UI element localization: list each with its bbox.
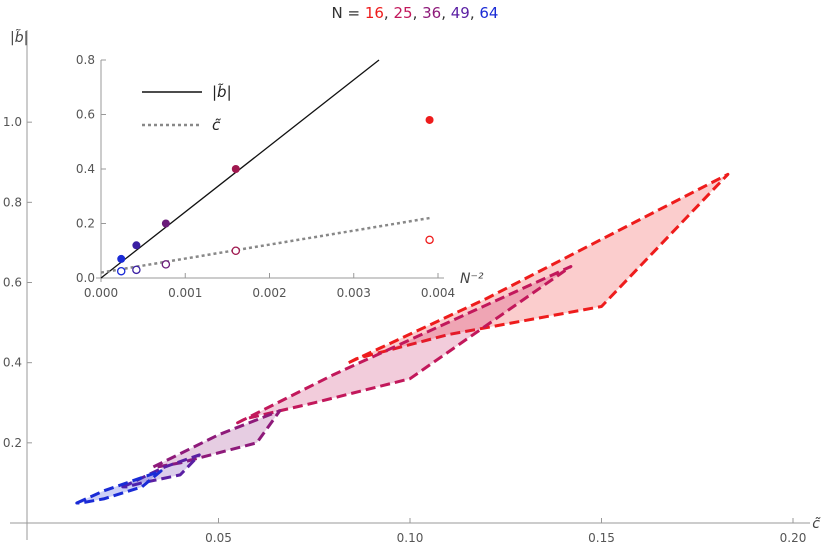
title-prefix: N = [332, 4, 365, 22]
inset-point-c-n16 [425, 235, 434, 245]
title-part: 16 [365, 4, 384, 22]
title-part: , [441, 4, 451, 22]
main-x-tick-label: 0.10 [397, 531, 424, 545]
legend-label-c: c̃ [212, 116, 221, 134]
main-x-tick-label: 0.05 [205, 531, 232, 545]
inset-point-b-n25 [231, 165, 240, 173]
main-y-tick-label: 0.4 [3, 356, 22, 370]
inset-points [116, 115, 434, 276]
inset-x-tick-label: 0.003 [337, 286, 371, 300]
main-y-axis-label: |b̃| [10, 29, 28, 46]
inset-point-b-n16 [425, 115, 434, 124]
main-y-tick-label: 0.2 [3, 436, 22, 450]
inset-point-c-n64 [116, 266, 126, 276]
inset-fit-lines [100, 59, 430, 279]
region-n-25 [236, 265, 573, 425]
main-y-tick-label: 0.8 [3, 195, 22, 209]
inset-y-tick-label: 0.4 [76, 162, 95, 176]
inset-y-tick-label: 0.0 [76, 271, 95, 285]
inset-x-tick-label: 0.001 [168, 286, 202, 300]
inset-ticks: 0.000 0.001 0.002 0.003 0.004 0.0 0.2 0.4 0.6 0.8 [76, 53, 455, 300]
inset-x-axis-label: N⁻² [460, 271, 484, 287]
inset-point-b-n64 [117, 254, 126, 263]
title-part: , [413, 4, 423, 22]
inset-point-b-n36 [161, 219, 170, 228]
title-part: , [470, 4, 480, 22]
inset-y-tick-label: 0.8 [76, 53, 95, 67]
inset-fit-line-c [100, 216, 430, 274]
title-part: 36 [422, 4, 441, 22]
inset-point-b-n49 [132, 241, 141, 250]
main-x-tick-label: 0.20 [780, 531, 807, 545]
region-n-16 [347, 172, 730, 365]
title-part: , [384, 4, 394, 22]
main-x-axis-label: c̃ [812, 516, 820, 532]
inset-point-c-n49 [132, 265, 141, 275]
main-ticks: 0.05 0.10 0.15 0.20 0.2 0.4 0.6 0.8 1.0 [3, 115, 806, 545]
inset-x-tick-label: 0.002 [252, 286, 286, 300]
inset-y-tick-label: 0.6 [76, 108, 95, 122]
legend-label-b: |b̃| [212, 82, 232, 101]
region-n-64 [75, 469, 163, 505]
main-y-tick-label: 1.0 [3, 115, 22, 129]
inset-background [96, 58, 440, 280]
main-x-tick-label: 0.15 [588, 531, 615, 545]
inset-y-tick-label: 0.2 [76, 217, 95, 231]
inset-plot [96, 58, 444, 282]
title-part: 25 [393, 4, 412, 22]
main-y-tick-label: 0.6 [3, 276, 22, 290]
region-n-36 [151, 409, 282, 469]
inset-fit-line-b [100, 59, 380, 279]
title-part: 49 [451, 4, 470, 22]
inset-legend: |b̃| c̃ [142, 82, 232, 134]
inset-x-tick-label: 0.004 [421, 286, 455, 300]
inset-point-c-n25 [231, 246, 241, 255]
main-polygons [75, 172, 730, 505]
inset-x-tick-label: 0.000 [84, 286, 118, 300]
inset-point-c-n36 [161, 260, 171, 269]
title-part: 64 [479, 4, 498, 22]
chart-title: N = 16, 25, 36, 49, 64 [332, 4, 499, 22]
